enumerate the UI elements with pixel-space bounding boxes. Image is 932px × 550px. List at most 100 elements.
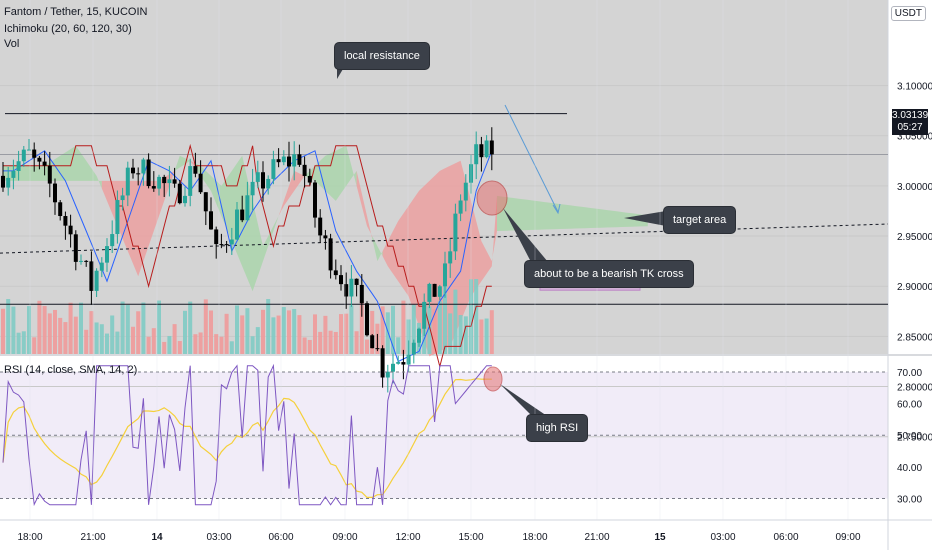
callout-pointer-tk (503, 208, 548, 262)
candle-body (73, 234, 78, 262)
volume-bar (193, 334, 198, 354)
volume-bar (365, 339, 369, 354)
candle-body (318, 217, 323, 236)
candle-body (432, 283, 437, 297)
candle-body (125, 167, 130, 196)
volume-bar (42, 305, 47, 354)
kijun-sen-line (3, 143, 492, 369)
volume-bar (16, 332, 21, 354)
candle-body (427, 283, 432, 302)
callout-pointer-rsi (500, 384, 550, 418)
volume-bar (27, 306, 31, 354)
volume-bar (261, 309, 265, 354)
rsi-tick-label: 40.00 (897, 463, 922, 474)
candle-body (79, 260, 83, 262)
volume-bar (146, 336, 151, 354)
volume-bar (292, 308, 297, 354)
rsi-sma-line (2, 378, 492, 498)
tk-cross-marker (476, 180, 508, 216)
volume-bar (53, 309, 57, 354)
volume-bar (370, 310, 375, 354)
price-tick-label: 3.05000 (897, 132, 932, 143)
projection-arrow (504, 104, 559, 213)
volume-bar (177, 341, 182, 354)
volume-bar (115, 331, 120, 354)
candle-body (297, 154, 302, 165)
time-tick-label: 06:00 (773, 532, 798, 543)
ichimoku-cloud-bear (356, 170, 373, 239)
volume-bar (427, 306, 432, 354)
candle-body (328, 238, 333, 271)
candle-body (224, 244, 229, 246)
candle-body (235, 209, 239, 240)
rsi-tick-label: 50.00 (897, 431, 922, 442)
candle-body (422, 301, 427, 329)
candle-body (11, 170, 16, 178)
volume-bar (380, 306, 385, 354)
ichimoku-cloud-bear (101, 170, 175, 277)
candle-body (84, 260, 89, 262)
volume-bar (224, 313, 229, 354)
volume-bar (94, 322, 99, 354)
volume-bar (271, 317, 276, 354)
time-tick-label: 09:00 (332, 532, 357, 543)
volume-bar (58, 317, 63, 354)
time-tick-label: 12:00 (395, 532, 420, 543)
time-tick-label: 21:00 (80, 532, 105, 543)
candle-body (406, 354, 411, 365)
candle-body (266, 178, 271, 189)
rsi-tick-label: 30.00 (897, 495, 922, 506)
volume-bar (323, 315, 328, 354)
volume-bar (287, 310, 291, 354)
ichimoku-cloud-bull (304, 145, 357, 201)
volume-bar (406, 319, 411, 354)
volume-bar (21, 331, 26, 354)
volume-bar (240, 315, 245, 354)
candle-body (380, 348, 385, 378)
candle-body (453, 213, 458, 252)
candle-body (271, 159, 276, 179)
candle-body (349, 278, 354, 297)
volume-bar (385, 312, 390, 354)
candle-body (255, 172, 260, 182)
candle-body (365, 303, 369, 336)
price-tick-label: 2.80000 (897, 383, 932, 394)
volume-bar (141, 302, 146, 354)
candle-body (276, 159, 281, 163)
volume-bar (105, 333, 109, 354)
volume-bar (354, 331, 359, 354)
volume-bar (172, 324, 177, 354)
rsi-tick-label: 70.00 (897, 368, 922, 379)
candle-body (385, 371, 390, 378)
candle-body (141, 159, 146, 174)
currency-badge[interactable]: USDT (890, 6, 926, 21)
volume-bar (250, 336, 255, 354)
candle-body (162, 176, 167, 184)
bar-countdown: 05:27 (897, 122, 923, 133)
volume-bar (110, 315, 115, 354)
candle-body (146, 159, 151, 187)
volume-bar (229, 341, 234, 354)
volume-bar (391, 305, 395, 354)
candle-body (151, 186, 156, 189)
candle-body (6, 177, 11, 188)
candle-body (172, 179, 177, 184)
ichimoku-cloud-bear (382, 160, 497, 357)
high-rsi-marker (483, 366, 503, 392)
volume-bar (318, 331, 323, 354)
volume-bar (162, 341, 167, 354)
price-tick-label: 2.90000 (897, 282, 932, 293)
volume-bar (151, 328, 156, 354)
candle-body (105, 246, 109, 263)
volume-bar (359, 301, 364, 354)
candle-body (42, 161, 47, 166)
volume-bar (219, 336, 224, 354)
candle-body (219, 244, 224, 246)
volume-bar (79, 302, 83, 354)
current-price-badge: 3.03139 05:27 (892, 109, 928, 135)
volume-bar (63, 322, 68, 354)
candle-body (339, 275, 343, 285)
candle-body (58, 202, 63, 217)
